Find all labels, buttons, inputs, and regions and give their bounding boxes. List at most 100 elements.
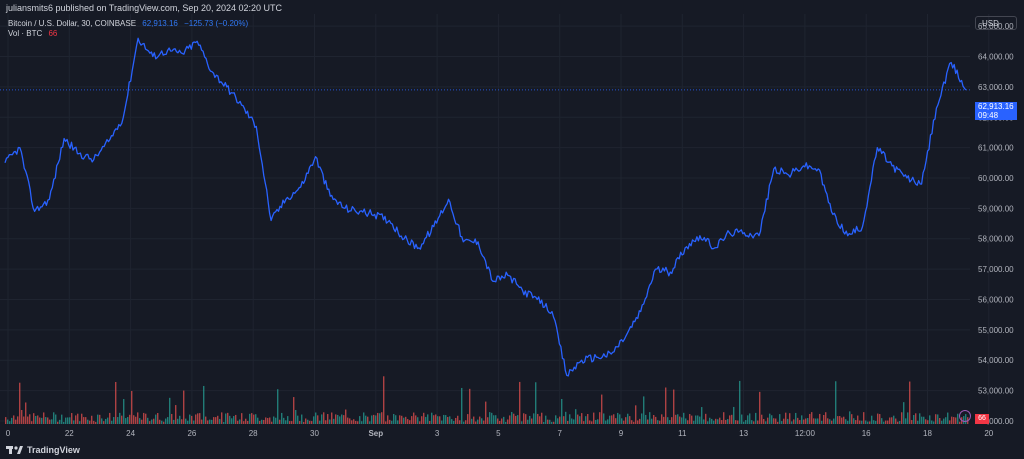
volume-bar [269,417,271,424]
volume-bar [585,416,587,424]
volume-bar [133,415,135,424]
volume-bar [731,414,733,424]
volume-bar [649,412,651,424]
volume-bar [523,413,525,424]
volume-bar [501,418,503,424]
volume-bar [639,418,641,424]
volume-bar [399,415,401,424]
volume-bar [187,420,189,424]
x-tick-label: 9 [619,429,624,438]
volume-bar [717,419,719,424]
x-tick-label: 24 [126,429,135,438]
volume-bar [873,420,875,424]
price-chart[interactable]: 65,000.0064,000.0063,000.0062,000.0061,0… [0,0,1024,440]
settings-icon[interactable] [959,410,971,422]
volume-bar [35,415,37,424]
volume-bar [397,420,399,424]
volume-bar [817,418,819,424]
volume-line: Vol · BTC 66 [8,29,57,38]
volume-bar [573,419,575,424]
volume-bar [619,414,621,424]
volume-bar [73,420,75,424]
volume-bar [853,418,855,424]
volume-bar [23,416,25,424]
volume-bar [795,412,797,424]
volume-bar [361,421,363,424]
volume-bar [207,420,209,424]
volume-bar [111,420,113,424]
volume-bar [439,416,441,424]
volume-bar [231,418,233,424]
volume-bar [239,419,241,424]
volume-bar [267,418,269,424]
volume-bar [343,415,345,424]
volume-bar [575,409,577,424]
last-price-tag: 62,913.16 09:48 [975,102,1017,120]
volume-bar [53,412,55,424]
volume-bar [101,418,103,424]
volume-bar [69,417,71,424]
volume-bar [517,415,519,424]
volume-bar [297,415,299,424]
volume-bar [245,418,247,424]
volume-bar [455,417,457,424]
volume-bar [693,420,695,424]
volume-bar [195,414,197,424]
volume-bar [485,401,487,424]
volume-bar [919,413,921,424]
volume-bar [145,413,147,424]
currency-button[interactable]: USD [975,16,1017,30]
volume-bar [807,418,809,424]
volume-bar [311,421,313,424]
volume-bar [861,420,863,424]
volume-bar [509,415,511,424]
volume-bar [865,420,867,424]
volume-bar [641,413,643,424]
volume-bar [103,421,105,424]
volume-bar [197,413,199,424]
volume-bar [305,418,307,424]
volume-bar [139,418,141,424]
volume-bar [913,415,915,424]
volume-bar [831,420,833,424]
volume-bar [347,417,349,424]
volume-bar [173,419,175,424]
volume-bar [353,419,355,424]
volume-bar [291,421,293,424]
volume-bar [263,419,265,424]
volume-bar [87,419,89,424]
volume-bar [325,420,327,424]
volume-bar [917,420,919,424]
volume-bar [477,419,479,424]
volume-bar [937,414,939,424]
volume-bar [785,412,787,424]
volume-bar [25,402,27,424]
tradingview-logo[interactable]: TradingView [6,445,80,455]
volume-bar [577,414,579,424]
volume-bar [841,417,843,424]
volume-bar [723,412,725,424]
volume-bar [927,420,929,424]
volume-bar [63,421,65,424]
volume-bar [601,394,603,424]
volume-bar [283,417,285,424]
volume-bar [383,376,385,424]
volume-bar [567,420,569,424]
volume-bar [405,416,407,424]
volume-bar [589,420,591,424]
volume-bar [925,419,927,424]
volume-bar [117,417,119,424]
volume-bar [423,412,425,424]
symbol-line: Bitcoin / U.S. Dollar, 30, COINBASE 62,9… [8,19,248,28]
volume-bar [11,417,13,424]
volume-bar [323,412,325,424]
x-tick-label: Sep [368,429,383,438]
volume-bar [221,412,223,424]
volume-bar [367,416,369,424]
volume-bar [249,413,251,424]
brand-name: TradingView [27,445,80,455]
volume-bar [45,417,47,424]
volume-bar [799,420,801,424]
volume-bar [497,418,499,424]
volume-bar [805,418,807,424]
